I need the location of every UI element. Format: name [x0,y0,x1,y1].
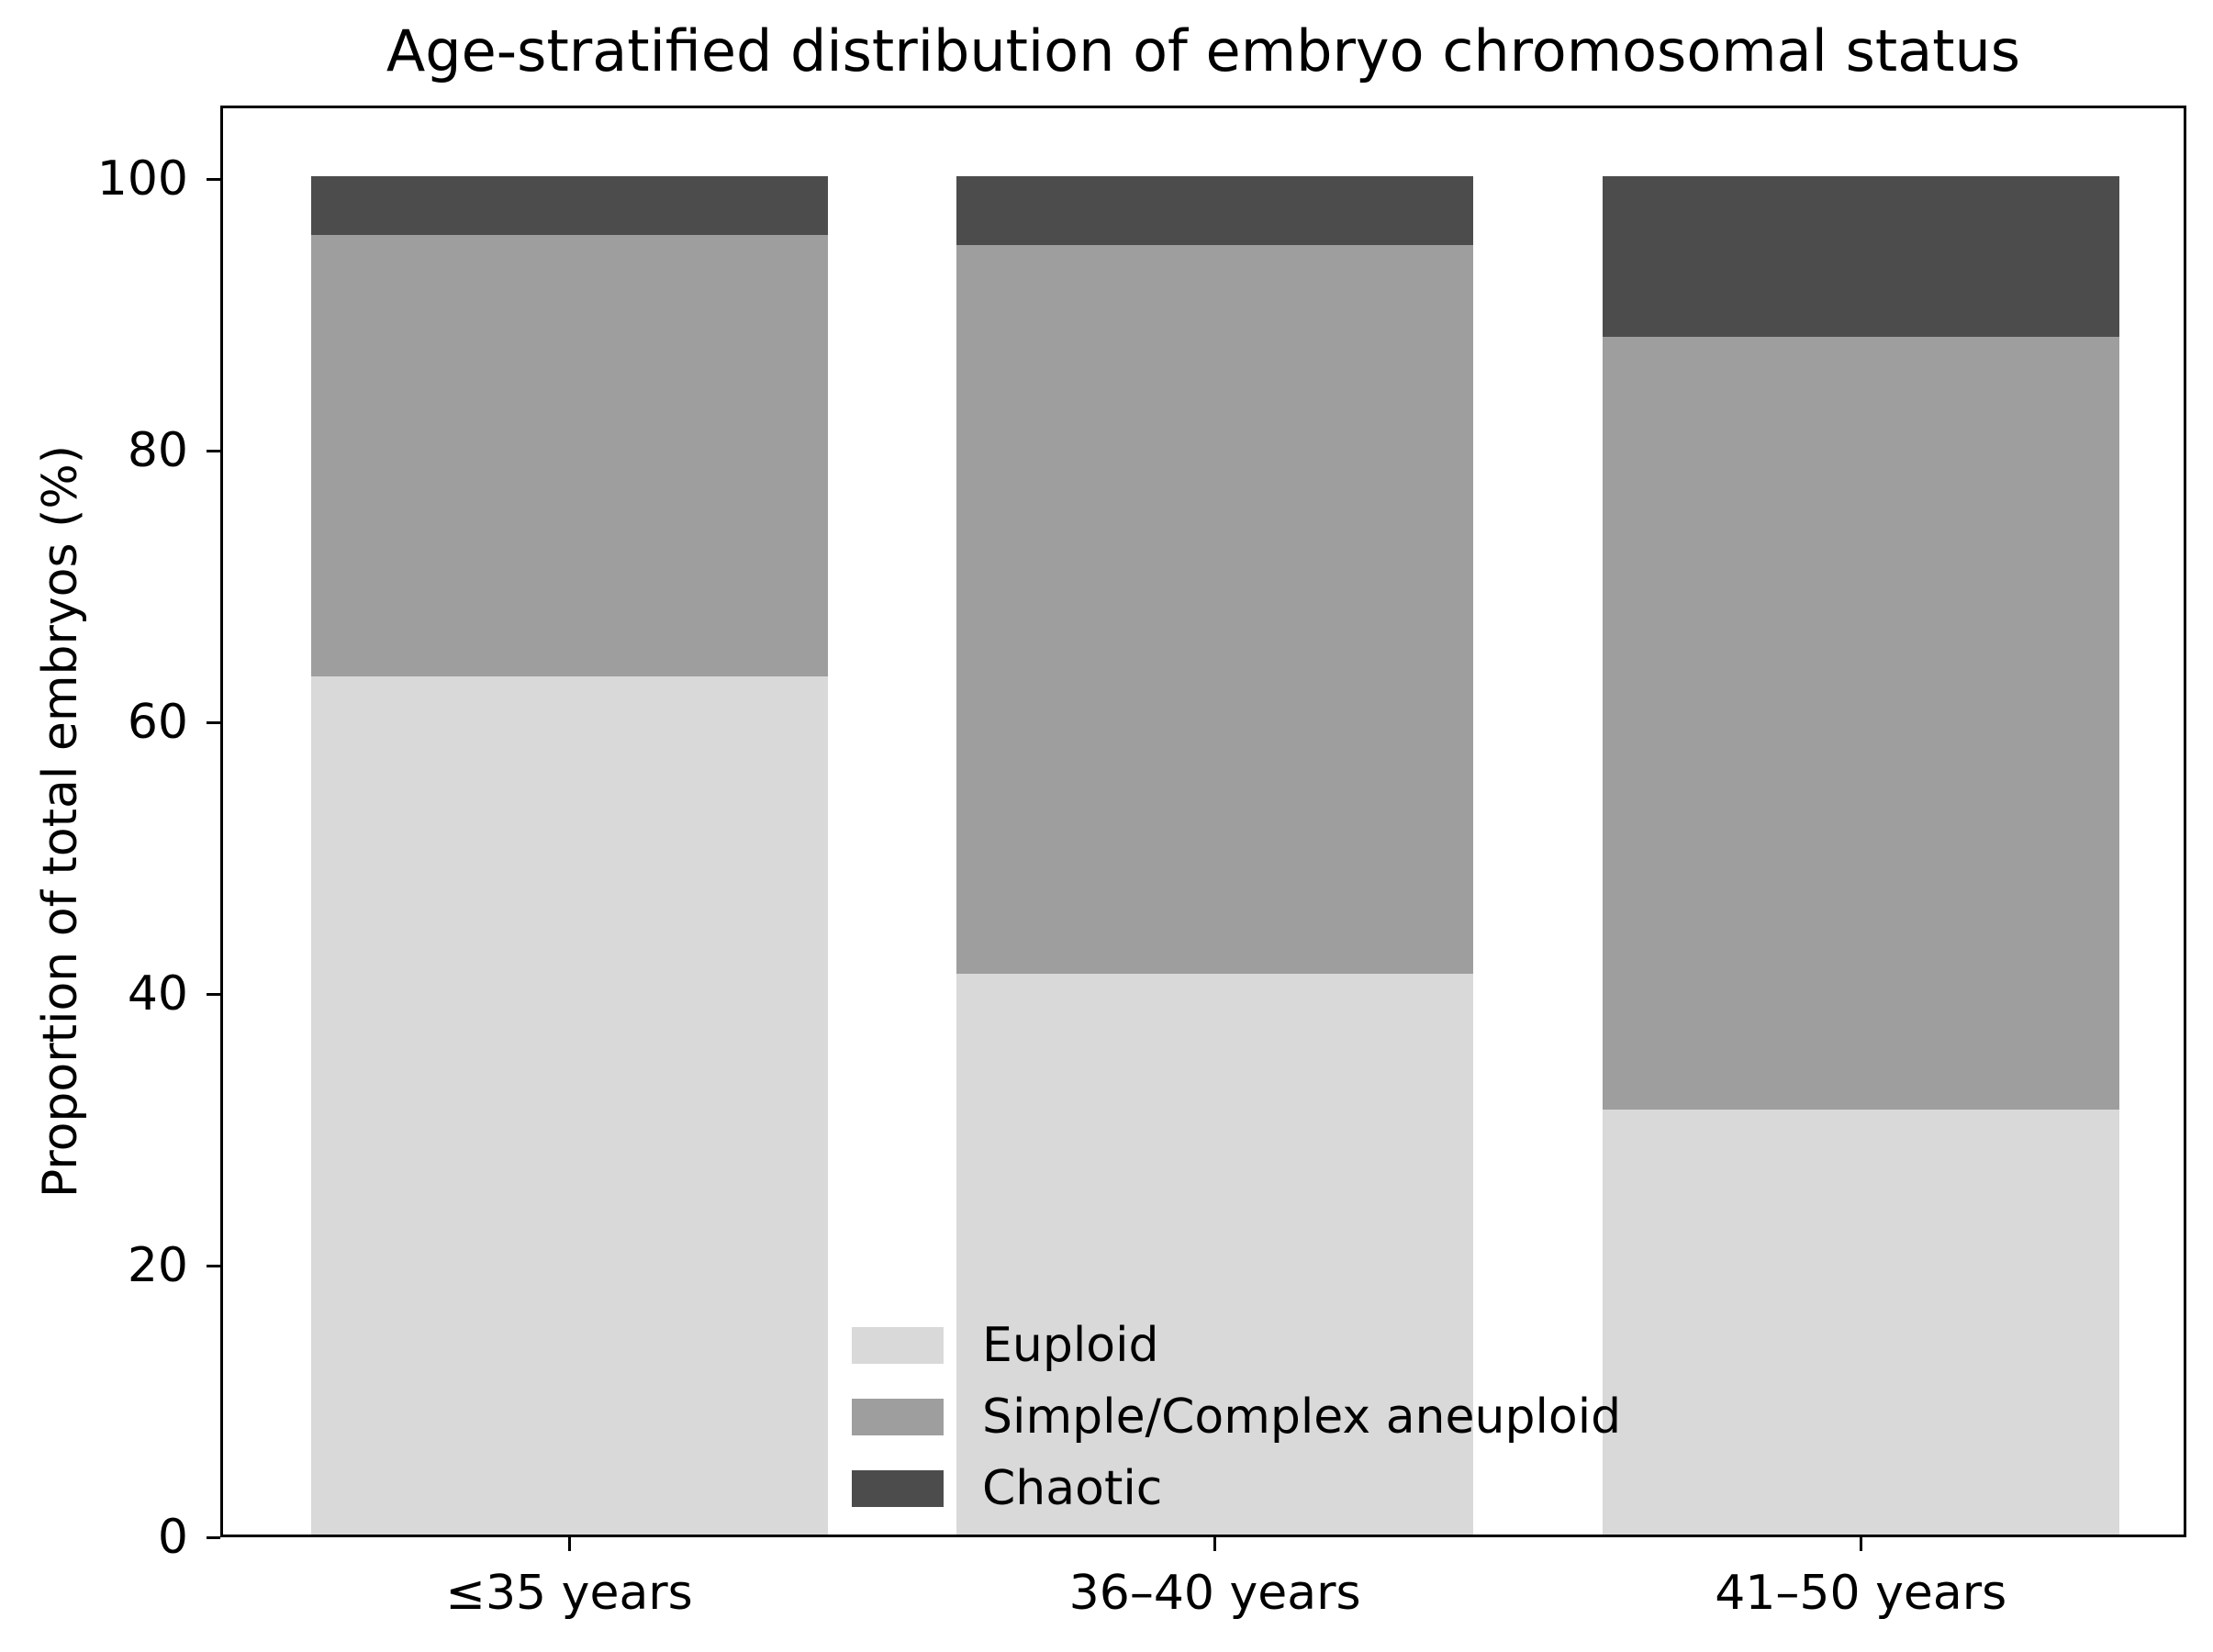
bar-segment-36-40-years-euploid [956,973,1474,1535]
y-tick-label-80: 80 [127,423,188,478]
legend-swatch-euploid [852,1327,944,1364]
legend-item-chaotic: Chaotic [852,1453,1621,1524]
x-tick-label-36-40-years: 36–40 years [1068,1566,1361,1621]
y-tick-label-0: 0 [157,1510,188,1565]
y-tick-mark-80 [207,449,220,452]
legend: Euploid Simple/Complex aneuploid Chaotic [852,1310,1621,1524]
y-tick-mark-100 [207,177,220,181]
y-tick-mark-0 [207,1535,220,1539]
bar-segment-36-40-years-simple-complex-aneuploid [956,245,1474,974]
y-tick-label-40: 40 [127,966,188,1021]
chart-title: Age-stratified distribution of embryo ch… [386,17,2021,84]
bar-segment-41-50-years-chaotic [1602,176,2119,337]
legend-swatch-chaotic [852,1470,944,1507]
legend-item-simple-complex-aneuploid: Simple/Complex aneuploid [852,1381,1621,1453]
x-tick-label-35-years: ≤35 years [445,1566,693,1621]
y-axis-label: Proportion of total embryos (%) [33,444,88,1199]
bar-segment-35-years-simple-complex-aneuploid [310,234,828,676]
bar-segment-41-50-years-simple-complex-aneuploid [1602,336,2119,1110]
y-tick-label-20: 20 [127,1238,188,1293]
y-tick-mark-60 [207,720,220,724]
legend-label-chaotic: Chaotic [982,1461,1163,1516]
bars-layer [223,108,2184,1535]
legend-swatch-simple-complex-aneuploid [852,1399,944,1435]
bar-segment-41-50-years-euploid [1602,1109,2119,1535]
legend-label-euploid: Euploid [982,1318,1159,1373]
y-tick-label-60: 60 [127,695,188,750]
bar-segment-35-years-euploid [310,675,828,1535]
bar-segment-36-40-years-chaotic [956,176,1474,246]
plot-area: Euploid Simple/Complex aneuploid Chaotic [220,106,2186,1537]
x-tick-mark-41-50-years [1859,1537,1862,1551]
y-tick-mark-20 [207,1264,220,1267]
legend-label-simple-complex-aneuploid: Simple/Complex aneuploid [982,1390,1622,1445]
x-tick-label-41-50-years: 41–50 years [1715,1566,2007,1621]
x-tick-mark-36-40-years [1213,1537,1217,1551]
y-tick-label-100: 100 [96,151,188,206]
bar-segment-35-years-chaotic [310,176,828,235]
legend-item-euploid: Euploid [852,1310,1621,1381]
y-tick-mark-40 [207,992,220,996]
x-tick-mark-35-years [567,1537,571,1551]
